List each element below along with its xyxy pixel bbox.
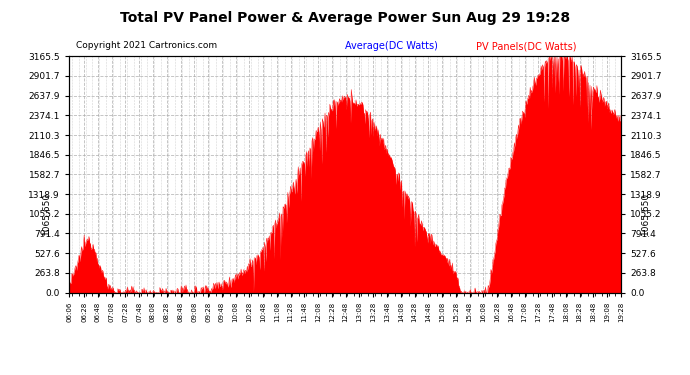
Text: PV Panels(DC Watts): PV Panels(DC Watts) — [476, 41, 577, 51]
Text: Total PV Panel Power & Average Power Sun Aug 29 19:28: Total PV Panel Power & Average Power Sun… — [120, 11, 570, 25]
Text: Average(DC Watts): Average(DC Watts) — [345, 41, 438, 51]
Text: 1065.650: 1065.650 — [641, 191, 651, 234]
Text: Copyright 2021 Cartronics.com: Copyright 2021 Cartronics.com — [76, 41, 217, 50]
Text: 1065.650: 1065.650 — [42, 191, 52, 234]
